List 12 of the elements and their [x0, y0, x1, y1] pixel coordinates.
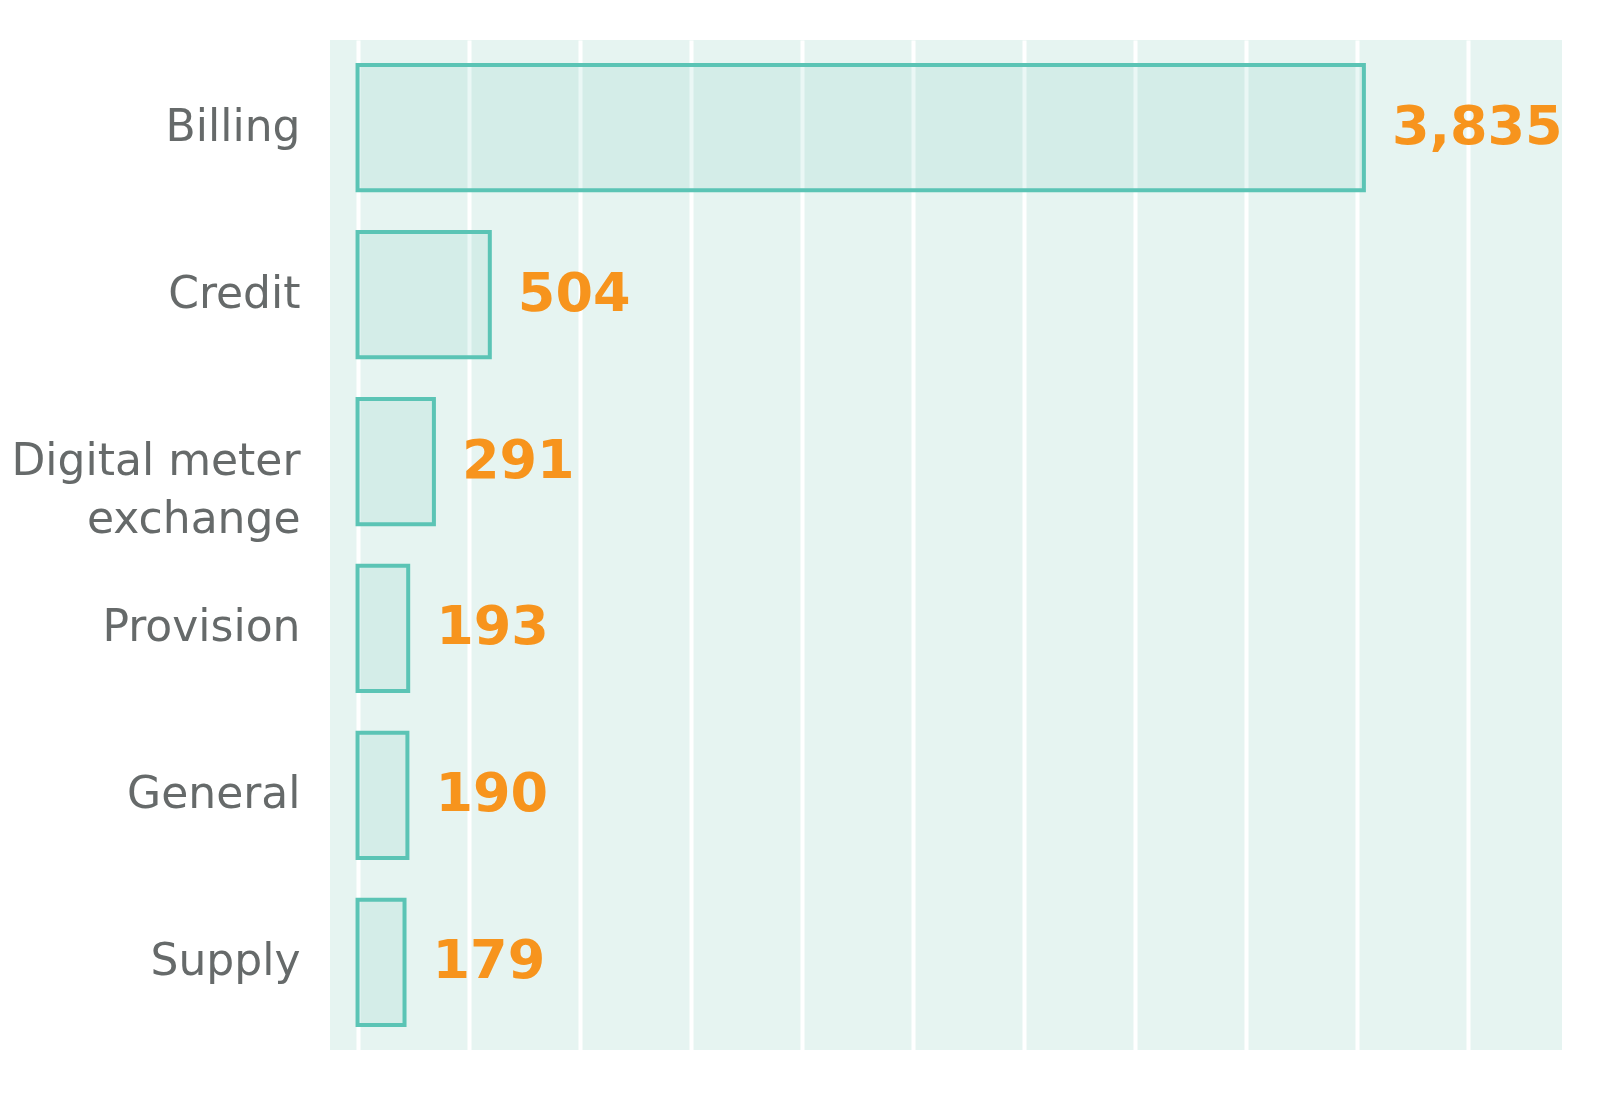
y-tick-label: Digital meter exchange	[11, 433, 302, 543]
y-tick-label: Credit	[168, 266, 301, 318]
y-tick-label: Provision	[102, 600, 301, 652]
data-label: 193	[436, 594, 549, 658]
data-label: 291	[461, 427, 575, 491]
y-tick-label: General	[127, 767, 301, 819]
data-label: 504	[517, 260, 631, 324]
y-tick-label: Billing	[165, 99, 301, 151]
data-label: 190	[435, 761, 549, 825]
y-tick-label: Supply	[150, 934, 301, 986]
data-label: 3,835	[1391, 93, 1563, 157]
data-label: 179	[432, 928, 546, 992]
